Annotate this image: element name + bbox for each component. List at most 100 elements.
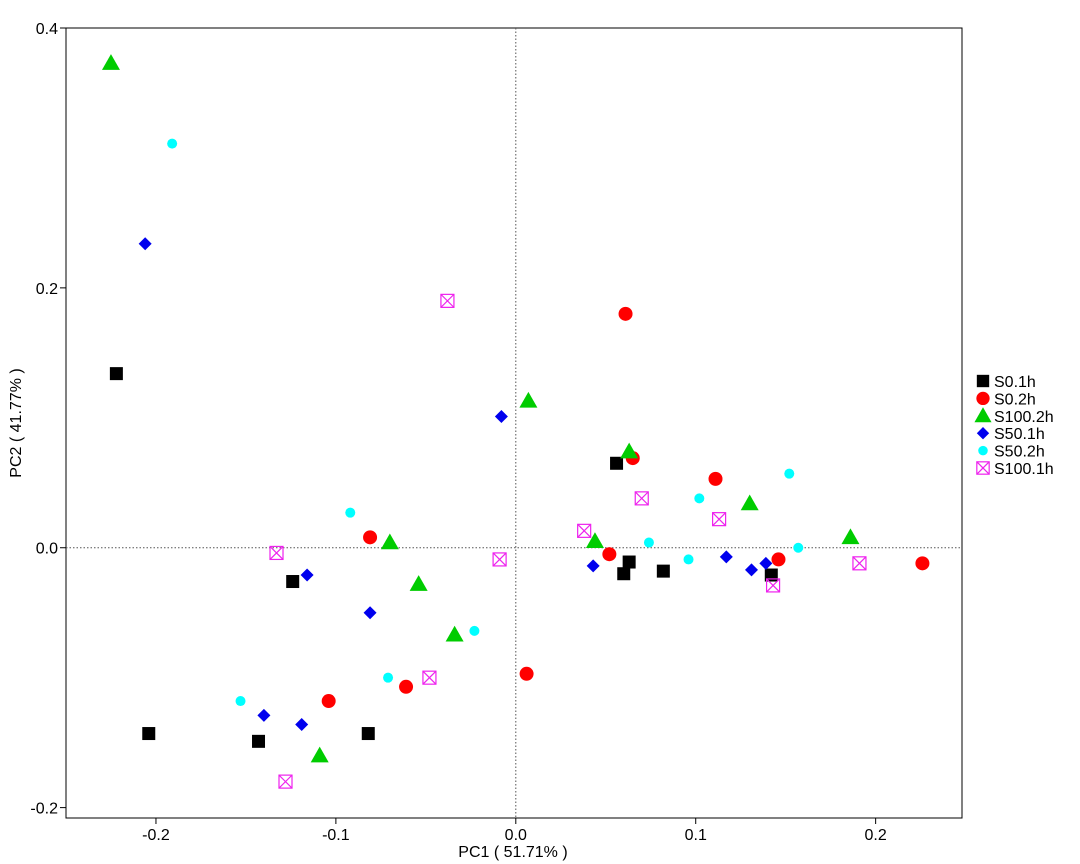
legend-marker-shape: [976, 391, 990, 406]
legend-marker-shape: [976, 374, 990, 388]
data-point: [422, 670, 437, 685]
data-point-shape: [409, 575, 428, 591]
data-point-shape: [363, 530, 378, 545]
data-point-shape: [138, 237, 152, 251]
data-point: [708, 471, 723, 486]
data-point: [740, 494, 759, 511]
data-point: [252, 734, 266, 748]
data-point-shape: [585, 532, 604, 548]
legend-label: S0.1h: [994, 374, 1036, 391]
legend-marker: [976, 461, 990, 475]
data-point-cross-b: [712, 512, 727, 527]
series-s0-2h: [321, 306, 930, 709]
data-point-shape: [765, 578, 781, 593]
data-point-cross-b: [269, 546, 284, 560]
data-point-shape: [492, 552, 507, 567]
data-point-shape: [252, 734, 266, 748]
data-point-shape: [269, 545, 284, 561]
data-point: [380, 533, 399, 550]
data-point: [694, 493, 705, 504]
data-point-shape: [577, 523, 592, 538]
data-point-shape: [620, 442, 639, 459]
data-point-shape: [618, 306, 633, 321]
data-point-shape: [744, 563, 758, 577]
data-point: [492, 552, 507, 567]
legend-label: S50.1h: [994, 426, 1045, 443]
data-point-shape: [586, 559, 600, 573]
data-point-shape: [383, 672, 394, 683]
data-point-shape: [422, 670, 437, 685]
data-point: [469, 625, 480, 636]
data-point-shape: [380, 533, 399, 550]
legend-marker: [974, 407, 992, 423]
data-point-cross-b: [766, 578, 781, 593]
data-point: [759, 556, 773, 570]
data-point: [793, 542, 804, 553]
data-point: [719, 550, 733, 564]
data-point-shape: [759, 556, 773, 570]
data-point-shape: [643, 537, 654, 548]
data-point-shape: [469, 625, 480, 636]
data-point-cross-b: [577, 523, 592, 538]
data-point: [915, 556, 930, 571]
series-s50-1h: [138, 237, 773, 731]
y-tick-label: -0.2: [30, 801, 58, 818]
legend-item: S100.2h: [974, 407, 1054, 426]
data-point: [167, 138, 178, 149]
data-point-shape: [784, 468, 795, 479]
legend-item: S100.1h: [976, 461, 1054, 478]
data-point: [784, 468, 795, 479]
legend-marker-shape: [976, 461, 990, 475]
y-axis-title: PC2 ( 41.77% ): [8, 368, 25, 477]
data-point: [286, 575, 300, 589]
data-point-shape: [602, 547, 617, 562]
x-axis-title: PC1 ( 51.71% ): [458, 844, 567, 861]
data-point-shape: [622, 555, 636, 569]
data-point: [278, 774, 293, 789]
legend-item: S0.1h: [976, 374, 1036, 391]
data-point: [622, 555, 636, 569]
data-point: [617, 567, 631, 581]
data-point-shape: [852, 556, 867, 571]
data-point: [269, 545, 284, 561]
data-point: [295, 717, 309, 731]
data-point: [300, 568, 314, 582]
data-point: [257, 708, 271, 722]
data-point-shape: [101, 54, 120, 70]
data-point-shape: [235, 696, 246, 707]
data-point-shape: [440, 293, 455, 308]
data-point-shape: [656, 564, 670, 578]
data-point: [771, 552, 786, 567]
data-point-shape: [300, 568, 314, 582]
data-point: [310, 746, 329, 763]
data-point: [235, 696, 246, 707]
y-tick-label: 0.4: [36, 21, 58, 38]
data-point: [363, 530, 378, 545]
legend-marker-shape: [974, 407, 992, 423]
legend-marker-shape: [976, 427, 990, 440]
data-point-shape: [345, 507, 356, 518]
data-point: [656, 564, 670, 578]
x-tick-label: 0.2: [865, 827, 887, 844]
plot-frame: [65, 27, 963, 819]
data-point: [138, 237, 152, 251]
legend-label: S50.2h: [994, 444, 1045, 461]
data-point: [519, 666, 534, 681]
data-point: [586, 559, 600, 573]
data-point-cross-b: [634, 491, 649, 506]
y-axis: -0.2 0.0 0.2 0.4: [30, 21, 66, 818]
data-point-shape: [634, 491, 649, 506]
data-point-shape: [142, 727, 156, 741]
data-points: [101, 54, 930, 789]
data-point-shape: [519, 666, 534, 681]
data-point-shape: [445, 625, 464, 642]
x-tick-label: -0.1: [322, 827, 350, 844]
data-point-shape: [617, 567, 631, 581]
data-point: [383, 672, 394, 683]
data-point-shape: [771, 552, 786, 567]
data-point: [363, 606, 377, 620]
data-point: [494, 410, 508, 424]
data-point: [765, 578, 781, 593]
data-point: [618, 306, 633, 321]
